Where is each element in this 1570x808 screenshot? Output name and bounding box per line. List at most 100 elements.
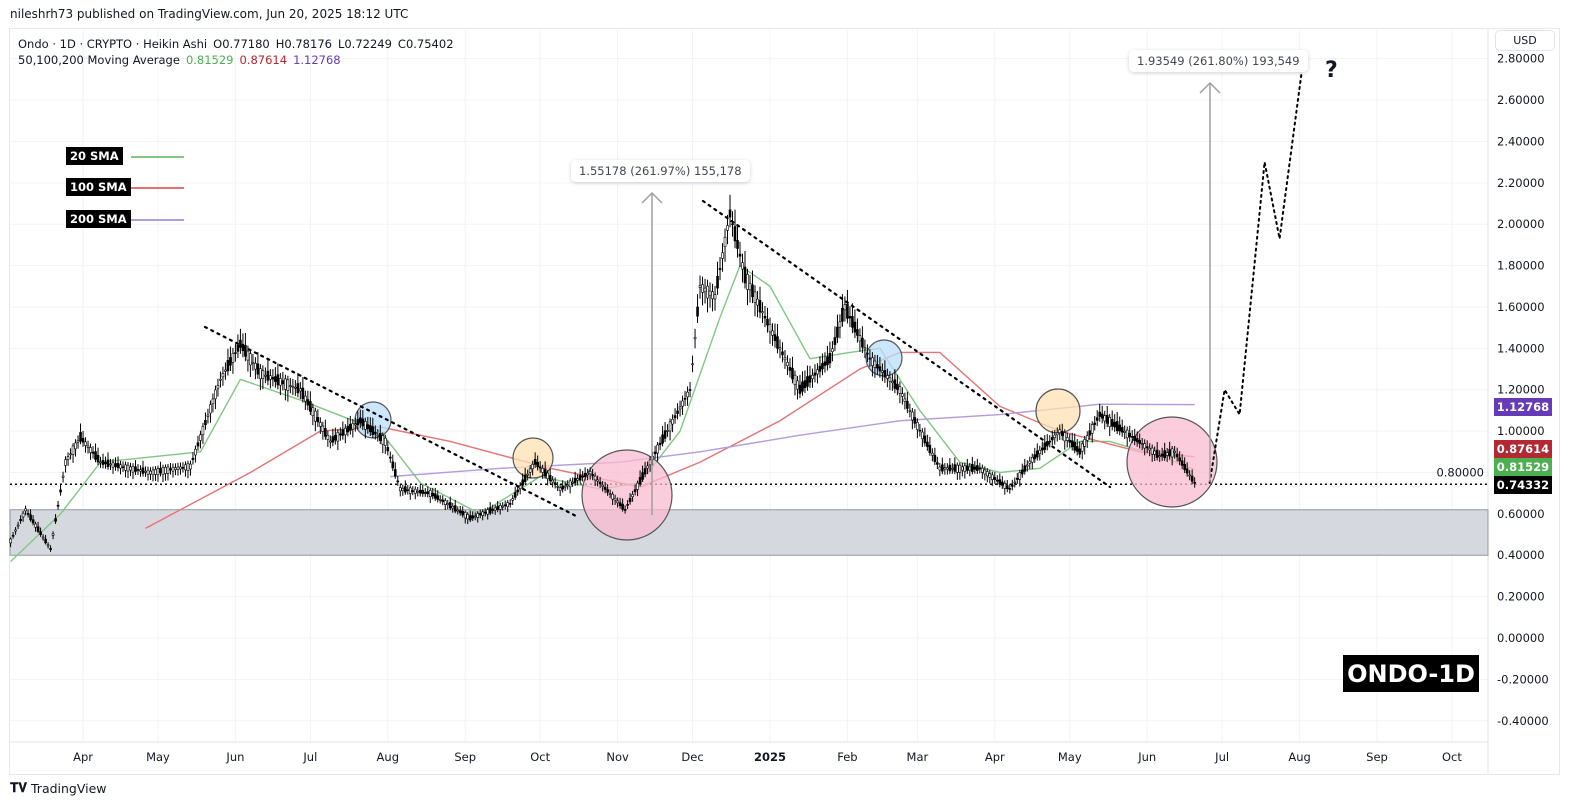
candle-body (61, 475, 65, 478)
candle-body (146, 469, 150, 475)
candle-body (359, 417, 362, 424)
candle-body (571, 481, 574, 484)
candle-body (946, 467, 949, 470)
candles (9, 194, 1196, 552)
candle-body (878, 366, 882, 372)
candle-body (648, 459, 652, 466)
x-tick-label: Jul (302, 750, 317, 764)
candle-body (1015, 477, 1019, 480)
candle-body (191, 457, 195, 461)
candle-body (911, 411, 914, 421)
candle-body (344, 427, 347, 436)
y-tick-label: 0.40000 (1497, 548, 1545, 562)
candle-body (174, 467, 177, 470)
ma1-value: 0.81529 (185, 53, 234, 67)
candle-body (1090, 424, 1094, 434)
candle-body (578, 474, 582, 481)
candle-body (901, 393, 904, 397)
candle-body (423, 492, 427, 494)
candle-body (229, 357, 232, 366)
candle-body (426, 491, 430, 495)
candle-body (101, 460, 105, 465)
candle-body (451, 506, 455, 509)
chart-frame[interactable] (9, 28, 1560, 775)
candle-body (171, 466, 175, 472)
y-tick-label: 0.00000 (1497, 631, 1545, 645)
footer-brand[interactable]: TradingView (31, 781, 107, 796)
candle-body (306, 399, 310, 406)
sma-line-20 (131, 156, 184, 158)
candle-body (244, 345, 247, 357)
candle-body (898, 386, 902, 394)
candle-body (808, 375, 812, 383)
candle-body (521, 479, 524, 486)
candle-body (783, 357, 787, 361)
candle-body (628, 498, 632, 502)
candle-body (1095, 417, 1099, 421)
candle-body (79, 432, 82, 442)
candle-body (254, 363, 257, 370)
candle-body (993, 477, 997, 480)
candle-body (324, 428, 327, 437)
candle-body (1060, 431, 1064, 436)
candle-body (231, 353, 235, 363)
candle-body (711, 291, 714, 300)
candle-body (588, 471, 592, 475)
candle-body (1145, 446, 1149, 449)
candle-body (536, 461, 539, 468)
candle-body (221, 373, 225, 378)
candle-body (883, 370, 887, 378)
candle-body (74, 442, 77, 450)
candle-body (568, 480, 572, 488)
candle-body (26, 513, 30, 515)
candle-body (136, 469, 140, 471)
candle-body (478, 513, 482, 516)
candle-body (51, 533, 55, 536)
x-tick-label: Apr (73, 750, 93, 764)
candle-body (751, 284, 754, 298)
candle-body (388, 456, 392, 459)
candle-body (768, 323, 772, 333)
candle-body (858, 335, 862, 342)
candle-body (483, 511, 487, 514)
candle-body (246, 350, 250, 361)
candle-body (194, 448, 197, 456)
candle-body (1185, 468, 1189, 474)
price-tag-ma200: 1.12768 (1494, 398, 1552, 416)
candle-body (1175, 453, 1179, 458)
y-tick-label: 2.80000 (1497, 52, 1545, 66)
candle-body (431, 492, 435, 497)
arrow-head-icon (1199, 81, 1221, 94)
x-tick-label: Jun (1137, 750, 1156, 764)
candle-body (393, 469, 397, 477)
candle-body (19, 519, 22, 521)
candle-body (871, 357, 874, 366)
candle-body (496, 505, 500, 510)
candle-body (314, 410, 317, 422)
candle-body (506, 502, 509, 507)
candle-body (16, 524, 20, 527)
currency-button[interactable]: USD (1495, 30, 1555, 51)
candle-body (69, 453, 72, 456)
candle-body (1113, 421, 1117, 428)
candle-body (756, 298, 759, 306)
candle-body (428, 490, 432, 497)
candle-body (81, 437, 85, 443)
candle-body (161, 467, 165, 475)
candle-body (256, 363, 260, 375)
candle-body (918, 429, 922, 432)
candle-body (723, 236, 727, 248)
candle-body (541, 468, 544, 473)
candle-body (1158, 455, 1161, 457)
candle-body (109, 463, 112, 466)
y-tick-label: 0.20000 (1497, 590, 1545, 604)
candle-body (116, 462, 120, 469)
candle-body (941, 464, 944, 472)
candle-body (119, 464, 122, 469)
candle-body (1080, 443, 1084, 452)
candle-body (403, 486, 407, 493)
candle-body (319, 422, 322, 427)
candle-body (706, 285, 709, 299)
candle-body (821, 363, 824, 370)
